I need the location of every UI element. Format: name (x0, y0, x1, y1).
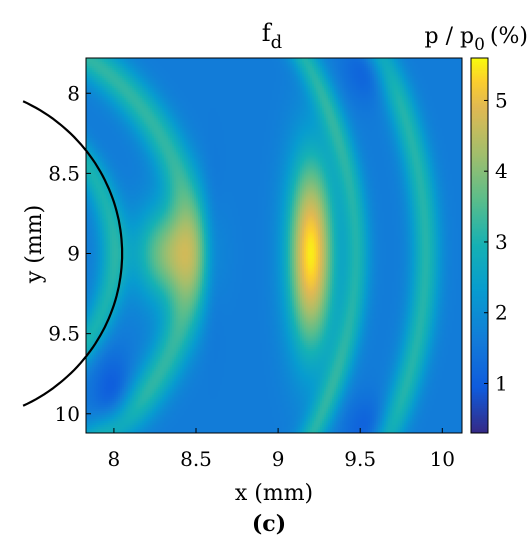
colorbar-frame (470, 57, 489, 434)
x-tick-label: 10 (430, 447, 455, 471)
y-tick-label: 10 (55, 402, 80, 426)
heatmap-canvas (86, 58, 462, 433)
x-tick-label: 9.5 (344, 447, 376, 471)
chart-title: fd (262, 19, 282, 53)
title-main: f (262, 19, 273, 47)
x-axis-label: x (mm) (235, 481, 313, 506)
x-tick-label: 8 (108, 447, 121, 471)
y-tick-label: 8 (67, 81, 80, 105)
heatmap-area (86, 58, 462, 433)
colorbar-canvas (471, 58, 488, 433)
colorbar-title-unit: (%) (490, 24, 528, 49)
y-tick-label: 9.5 (48, 322, 80, 346)
x-tick-label: 9 (272, 447, 285, 471)
colorbar-tick-label: 4 (495, 159, 508, 183)
colorbar-title-subscript: 0 (474, 35, 485, 55)
y-tick-label: 9 (67, 242, 80, 266)
transducer-circle-arc (22, 100, 124, 407)
colorbar-tick-label: 5 (495, 88, 508, 112)
colorbar-title: p / p0 (%) (425, 24, 528, 55)
colorbar-tick-label: 3 (495, 230, 508, 254)
title-subscript: d (271, 32, 283, 53)
colorbar-ticks: 1 2 3 4 5 (484, 88, 508, 395)
colorbar-title-main: p / p (425, 24, 475, 49)
colorbar-tick-label: 1 (495, 371, 508, 395)
y-axis-label: y (mm) (22, 205, 47, 284)
plot-frame (85, 57, 463, 434)
x-tick-label: 8.5 (180, 447, 212, 471)
y-axis-ticks: 8 8.5 9 9.5 10 (48, 81, 91, 426)
figure-caption: (c) (252, 511, 286, 537)
colorbar: 1 2 3 4 5 (470, 57, 508, 434)
y-tick-label: 8.5 (48, 161, 80, 185)
colorbar-tick-label: 2 (495, 301, 508, 325)
x-axis-ticks: 8 8.5 9 9.5 10 (108, 428, 455, 471)
